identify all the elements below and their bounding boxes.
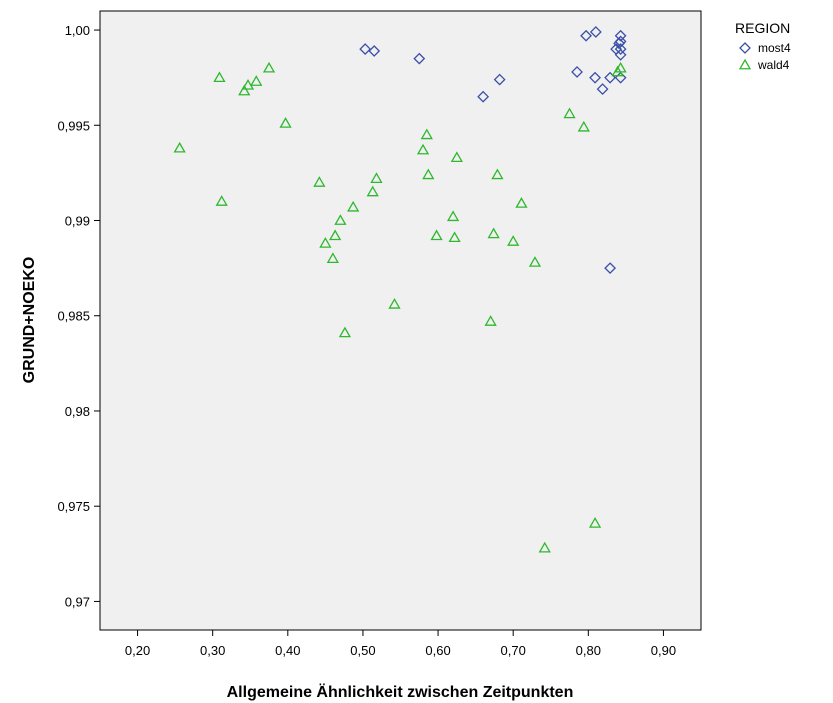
legend: REGION most4 wald4 bbox=[735, 20, 791, 72]
data-point-most4 bbox=[571, 66, 583, 78]
y-tick-label: 0,995 bbox=[57, 118, 90, 133]
legend-marker-wald4 bbox=[738, 58, 752, 70]
y-tick-label: 0,975 bbox=[57, 499, 90, 514]
data-point-most4 bbox=[493, 73, 506, 86]
data-point-most4 bbox=[589, 71, 601, 84]
y-tick-label: 1,00 bbox=[65, 23, 90, 38]
data-point-most4 bbox=[614, 35, 627, 48]
data-point-wald4 bbox=[173, 141, 186, 153]
y-tick-label: 0,985 bbox=[57, 309, 90, 324]
legend-label-most4: most4 bbox=[758, 41, 791, 55]
data-point-most4 bbox=[580, 29, 592, 42]
data-point-wald4 bbox=[347, 200, 360, 212]
data-point-wald4 bbox=[507, 235, 520, 246]
data-point-wald4 bbox=[262, 61, 276, 73]
data-point-most4 bbox=[596, 83, 609, 96]
data-point-wald4 bbox=[313, 176, 326, 187]
data-point-wald4 bbox=[450, 151, 463, 163]
data-point-wald4 bbox=[422, 168, 435, 180]
x-tick-label: 0,90 bbox=[651, 643, 676, 658]
data-point-wald4 bbox=[250, 75, 263, 86]
data-point-most4 bbox=[368, 45, 381, 57]
data-point-wald4 bbox=[614, 61, 627, 73]
data-point-most4 bbox=[589, 26, 602, 38]
data-point-wald4 bbox=[338, 326, 352, 338]
x-tick-label: 0,50 bbox=[350, 643, 375, 658]
data-point-wald4 bbox=[538, 541, 551, 553]
data-point-wald4 bbox=[487, 227, 500, 239]
data-point-wald4 bbox=[491, 168, 504, 180]
x-axis-title: Allgemeine Ähnlichkeit zwischen Zeitpunk… bbox=[227, 683, 574, 701]
data-point-most4 bbox=[359, 43, 372, 56]
y-tick-label: 0,99 bbox=[65, 214, 90, 229]
x-tick-label: 0,70 bbox=[501, 643, 526, 658]
data-point-wald4 bbox=[215, 195, 228, 206]
data-point-wald4 bbox=[448, 231, 461, 243]
data-point-wald4 bbox=[484, 315, 497, 326]
data-point-most4 bbox=[614, 48, 627, 61]
y-tick-label: 0,98 bbox=[65, 404, 90, 419]
data-point-wald4 bbox=[528, 256, 542, 267]
data-point-most4 bbox=[413, 52, 426, 65]
data-point-most4 bbox=[477, 90, 490, 103]
x-tick-label: 0,40 bbox=[275, 643, 300, 658]
data-point-most4 bbox=[614, 29, 627, 42]
x-tick-label: 0,60 bbox=[425, 643, 450, 658]
data-point-most4 bbox=[604, 262, 617, 275]
data-point-wald4 bbox=[577, 120, 590, 132]
x-axis-ticks: 0,20 0,30 0,40 0,50 0,60 0,70 0,80 0,90 bbox=[125, 630, 676, 658]
data-point-wald4 bbox=[238, 84, 251, 96]
data-point-wald4 bbox=[388, 298, 401, 309]
y-tick-label: 0,97 bbox=[65, 594, 90, 609]
data-point-most4 bbox=[614, 43, 627, 56]
data-point-wald4 bbox=[370, 172, 383, 184]
data-points bbox=[173, 26, 627, 553]
data-point-wald4 bbox=[430, 229, 443, 241]
plot-area bbox=[99, 10, 702, 631]
y-axis-ticks: 1,00 0,995 0,99 0,985 0,98 0,975 0,97 bbox=[57, 23, 100, 609]
data-point-wald4 bbox=[588, 517, 602, 528]
x-tick-label: 0,20 bbox=[125, 643, 150, 658]
legend-label-wald4: wald4 bbox=[757, 58, 790, 72]
x-tick-label: 0,80 bbox=[576, 643, 601, 658]
data-point-wald4 bbox=[329, 229, 342, 241]
data-point-wald4 bbox=[241, 78, 255, 90]
data-point-wald4 bbox=[326, 252, 340, 264]
data-point-wald4 bbox=[213, 71, 226, 83]
data-point-wald4 bbox=[446, 210, 460, 222]
data-point-wald4 bbox=[334, 214, 347, 225]
data-point-wald4 bbox=[319, 237, 332, 248]
legend-marker-most4 bbox=[739, 42, 751, 54]
data-point-wald4 bbox=[420, 128, 433, 140]
legend-title: REGION bbox=[735, 20, 790, 36]
data-point-wald4 bbox=[366, 185, 379, 197]
data-point-wald4 bbox=[515, 197, 528, 208]
data-point-wald4 bbox=[563, 107, 576, 119]
data-point-wald4 bbox=[279, 117, 292, 128]
x-tick-label: 0,30 bbox=[200, 643, 225, 658]
y-axis-title: GRUND+NOEKO bbox=[21, 257, 38, 384]
data-point-wald4 bbox=[416, 143, 430, 155]
